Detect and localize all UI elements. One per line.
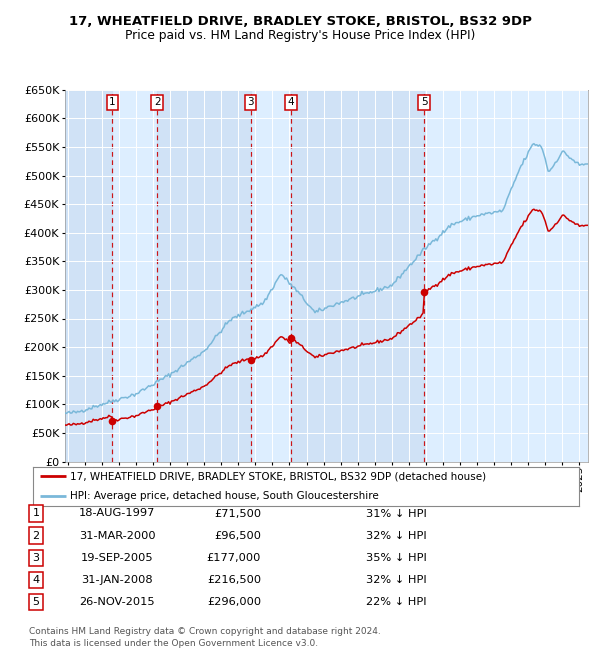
Text: 32% ↓ HPI: 32% ↓ HPI bbox=[366, 575, 427, 585]
Text: 32% ↓ HPI: 32% ↓ HPI bbox=[366, 530, 427, 541]
Text: HPI: Average price, detached house, South Gloucestershire: HPI: Average price, detached house, Sout… bbox=[70, 491, 379, 500]
Text: £296,000: £296,000 bbox=[207, 597, 261, 607]
Text: £177,000: £177,000 bbox=[206, 552, 261, 563]
Text: 4: 4 bbox=[32, 575, 40, 585]
Text: £96,500: £96,500 bbox=[214, 530, 261, 541]
Text: Contains HM Land Registry data © Crown copyright and database right 2024.
This d: Contains HM Land Registry data © Crown c… bbox=[29, 627, 380, 648]
Text: 17, WHEATFIELD DRIVE, BRADLEY STOKE, BRISTOL, BS32 9DP (detached house): 17, WHEATFIELD DRIVE, BRADLEY STOKE, BRI… bbox=[70, 471, 486, 481]
Text: £71,500: £71,500 bbox=[214, 508, 261, 519]
Text: 18-AUG-1997: 18-AUG-1997 bbox=[79, 508, 155, 519]
Text: 31% ↓ HPI: 31% ↓ HPI bbox=[366, 508, 427, 519]
Text: 31-JAN-2008: 31-JAN-2008 bbox=[81, 575, 153, 585]
Text: 22% ↓ HPI: 22% ↓ HPI bbox=[366, 597, 427, 607]
Text: 5: 5 bbox=[32, 597, 40, 607]
Text: Price paid vs. HM Land Registry's House Price Index (HPI): Price paid vs. HM Land Registry's House … bbox=[125, 29, 475, 42]
Text: 17, WHEATFIELD DRIVE, BRADLEY STOKE, BRISTOL, BS32 9DP: 17, WHEATFIELD DRIVE, BRADLEY STOKE, BRI… bbox=[68, 15, 532, 28]
Text: 19-SEP-2005: 19-SEP-2005 bbox=[80, 552, 154, 563]
Text: 3: 3 bbox=[32, 552, 40, 563]
Text: 26-NOV-2015: 26-NOV-2015 bbox=[79, 597, 155, 607]
Text: 35% ↓ HPI: 35% ↓ HPI bbox=[366, 552, 427, 563]
Bar bbox=[65, 90, 112, 461]
Text: 2: 2 bbox=[32, 530, 40, 541]
Bar bbox=[157, 90, 251, 461]
Text: 1: 1 bbox=[32, 508, 40, 519]
Text: 3: 3 bbox=[247, 98, 254, 107]
Text: 1: 1 bbox=[109, 98, 116, 107]
Text: 5: 5 bbox=[421, 98, 428, 107]
Bar bbox=[291, 90, 424, 461]
Text: £216,500: £216,500 bbox=[207, 575, 261, 585]
Text: 31-MAR-2000: 31-MAR-2000 bbox=[79, 530, 155, 541]
Text: 4: 4 bbox=[287, 98, 294, 107]
Text: 2: 2 bbox=[154, 98, 161, 107]
